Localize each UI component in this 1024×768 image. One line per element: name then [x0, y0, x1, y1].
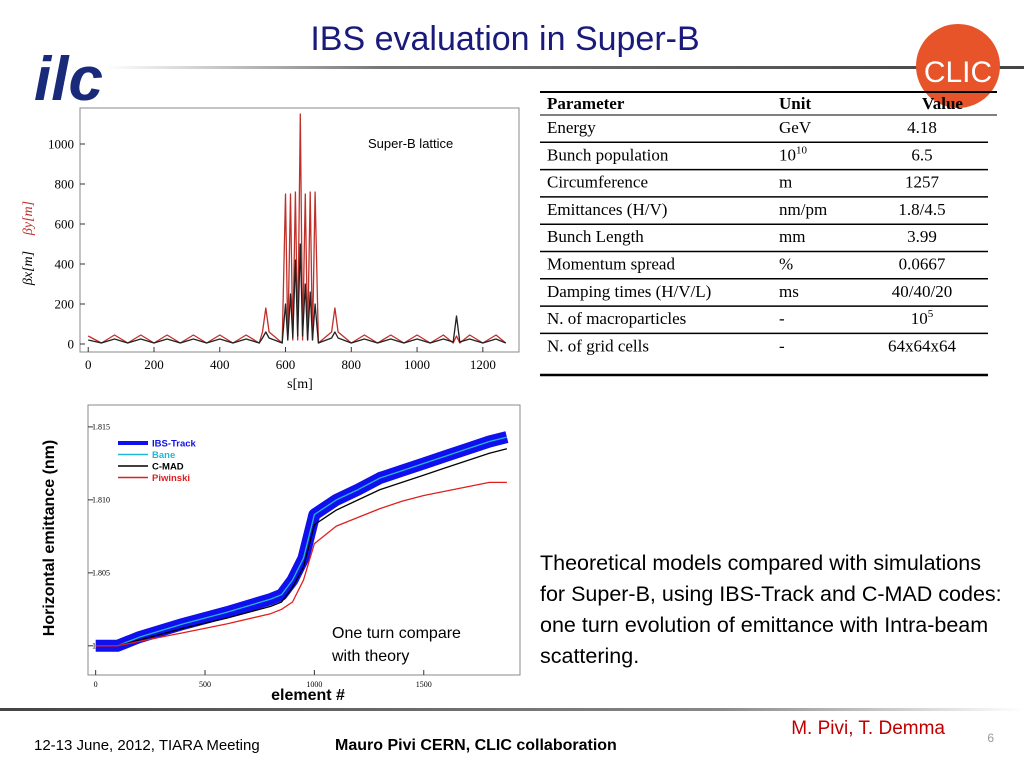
table-cell: Bunch population: [547, 145, 669, 164]
x-tick-label: 1200: [470, 357, 496, 372]
slide-title: IBS evaluation in Super-B: [310, 20, 699, 58]
x-tick-label: 200: [144, 357, 164, 372]
table-cell: 1.8/4.5: [898, 200, 945, 219]
table-cell: Emittances (H/V): [547, 200, 667, 219]
x-tick-label: 1000: [404, 357, 430, 372]
clic-logo-circle: [916, 24, 1000, 108]
table-cell: Bunch Length: [547, 227, 644, 246]
table-cell: -: [779, 336, 785, 355]
table-cell: 3.99: [907, 227, 937, 246]
table-cell: 1010: [779, 144, 808, 164]
table-cell: N. of macroparticles: [547, 309, 686, 328]
table-cell: 64x64x64: [888, 336, 957, 355]
table-cell: %: [779, 255, 793, 274]
x-axis-label: element #: [271, 687, 345, 704]
y-tick-label: 1.810: [92, 496, 110, 505]
footer-date: 12-13 June, 2012, TIARA Meeting: [34, 737, 260, 754]
table-cell: N. of grid cells: [547, 336, 649, 355]
table-cell: Energy: [547, 118, 596, 137]
title-rule: [105, 66, 1024, 69]
table-cell: 0.0667: [899, 255, 946, 274]
table-cell: m: [779, 173, 792, 192]
y-tick-label: 0: [68, 336, 75, 351]
table-cell: 4.18: [907, 118, 937, 137]
table-cell: 6.5: [911, 145, 932, 164]
y-tick-label: 1.805: [92, 569, 110, 578]
y-tick-label: 400: [55, 256, 75, 271]
table-cell: -: [779, 309, 785, 328]
table-cell: Damping times (H/V/L): [547, 282, 711, 301]
chart-annotation: Super-B lattice: [368, 136, 453, 151]
x-axis-label: s[m]: [287, 377, 313, 392]
clic-logo: CLIC: [924, 56, 992, 89]
table-header-cell: Parameter: [547, 94, 625, 113]
x-tick-label: 600: [276, 357, 296, 372]
footer-presenter: Mauro Pivi CERN, CLIC collaboration: [335, 737, 617, 754]
y-tick-label: 600: [55, 216, 75, 231]
table-cell: mm: [779, 227, 805, 246]
table-cell: ms: [779, 282, 799, 301]
table-header-cell: Value: [922, 94, 963, 113]
table-cell: nm/pm: [779, 200, 827, 219]
table-cell: GeV: [779, 118, 812, 137]
body-text: Theoretical models compared with simulat…: [540, 551, 1002, 668]
x-tick-label: 0: [85, 357, 92, 372]
chart-annotation: One turn compare with theory: [331, 625, 461, 665]
y-axis-label: βx[m]: [21, 251, 36, 286]
footer-rule: [0, 708, 1024, 711]
y-tick-label: 1000: [48, 136, 74, 151]
series-line: [88, 243, 507, 344]
x-tick-label: 500: [199, 680, 211, 689]
y-axis-label: Horizontal emittance (nm): [41, 440, 58, 636]
y-tick-label: 200: [55, 296, 75, 311]
table-cell: 40/40/20: [892, 282, 952, 301]
series-line: [95, 448, 508, 647]
series-line: [95, 436, 508, 647]
legend-label: IBS-Track: [152, 439, 197, 450]
table-header-cell: Unit: [779, 94, 811, 113]
x-tick-label: 0: [94, 680, 98, 689]
legend-label: Bane: [152, 450, 175, 461]
legend-label: Piwinski: [152, 473, 190, 484]
x-tick-label: 800: [342, 357, 362, 372]
series-line: [95, 481, 507, 647]
table-cell: 105: [911, 308, 934, 328]
y-tick-label: 800: [55, 176, 75, 191]
table-cell: Momentum spread: [547, 255, 675, 274]
table-cell: 1257: [905, 173, 940, 192]
x-tick-label: 1500: [416, 680, 432, 689]
page-number: 6: [987, 731, 994, 745]
table-cell: Circumference: [547, 173, 648, 192]
authors: M. Pivi, T. Demma: [791, 718, 945, 739]
y-tick-label: 1.815: [92, 423, 110, 432]
ilc-logo: ilc: [34, 45, 103, 114]
x-tick-label: 400: [210, 357, 230, 372]
x-tick-label: 1000: [306, 680, 322, 689]
y-axis-label: βy[m]: [21, 201, 36, 236]
legend-label: C-MAD: [152, 462, 184, 473]
